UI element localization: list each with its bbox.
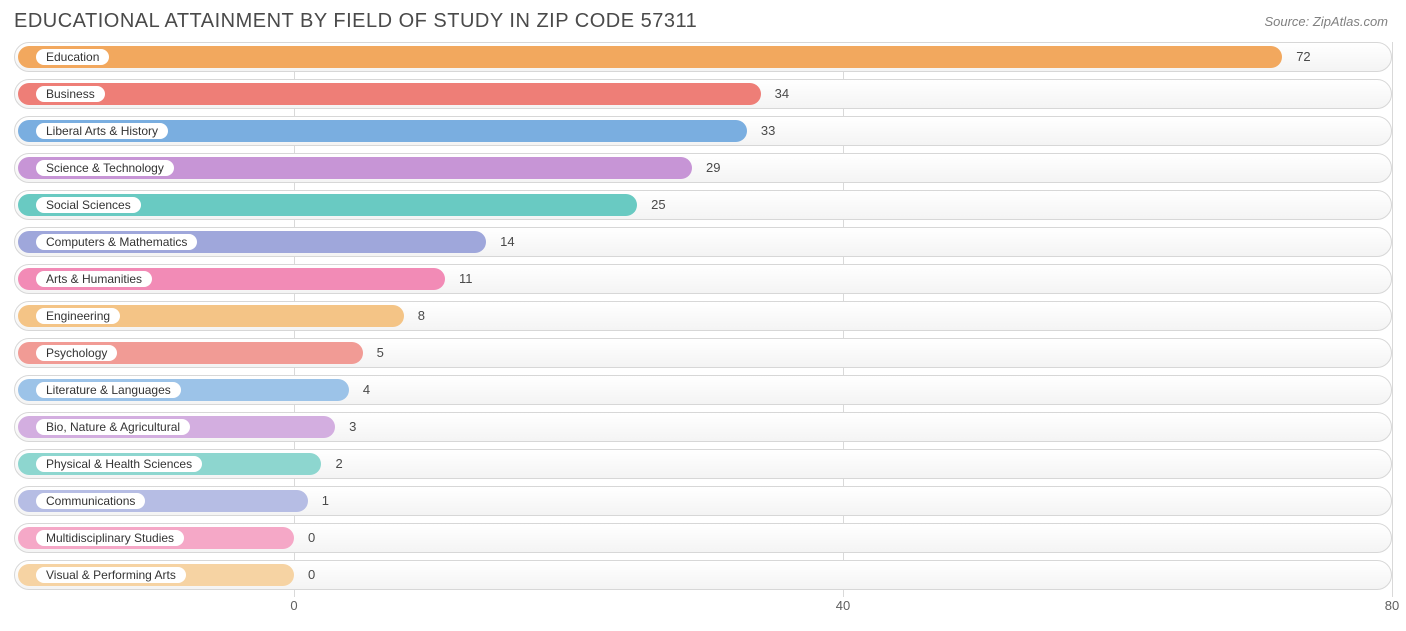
- bar-row: Multidisciplinary Studies 0: [14, 523, 1392, 553]
- bar-row: Liberal Arts & History 33: [14, 116, 1392, 146]
- bar-label: Multidisciplinary Studies: [36, 530, 184, 546]
- bar-label: Physical & Health Sciences: [36, 456, 202, 472]
- bar-fill: [18, 83, 761, 105]
- x-tick-label: 80: [1385, 598, 1399, 613]
- bar-value: 25: [651, 197, 665, 213]
- x-axis: 04080: [14, 598, 1392, 618]
- bar-row: Science & Technology 29: [14, 153, 1392, 183]
- bar-label: Liberal Arts & History: [36, 123, 168, 139]
- bar-value: 72: [1296, 49, 1310, 65]
- bar-value: 0: [308, 567, 315, 583]
- bar-value: 8: [418, 308, 425, 324]
- bar-row: Physical & Health Sciences 2: [14, 449, 1392, 479]
- bar-label: Science & Technology: [36, 160, 174, 176]
- bar-value: 33: [761, 123, 775, 139]
- bar-value: 0: [308, 530, 315, 546]
- bar-label: Arts & Humanities: [36, 271, 152, 287]
- bar-row: Social Sciences 25: [14, 190, 1392, 220]
- bar-value: 2: [335, 456, 342, 472]
- chart-title: EDUCATIONAL ATTAINMENT BY FIELD OF STUDY…: [14, 10, 697, 33]
- bar-label: Engineering: [36, 308, 120, 324]
- chart-container: EDUCATIONAL ATTAINMENT BY FIELD OF STUDY…: [0, 0, 1406, 631]
- bar-row: Visual & Performing Arts 0: [14, 560, 1392, 590]
- bar-row: Engineering 8: [14, 301, 1392, 331]
- bar-value: 11: [459, 271, 473, 287]
- bar-label: Communications: [36, 493, 145, 509]
- bar-label: Literature & Languages: [36, 382, 181, 398]
- bar-label: Business: [36, 86, 105, 102]
- bar-value: 1: [322, 493, 329, 509]
- bar-label: Social Sciences: [36, 197, 141, 213]
- x-tick-label: 40: [836, 598, 850, 613]
- bar-value: 34: [775, 86, 789, 102]
- bar-label: Education: [36, 49, 109, 65]
- plot-area: Education72Business34Liberal Arts & Hist…: [14, 42, 1392, 597]
- bar-value: 29: [706, 160, 720, 176]
- bar-value: 5: [377, 345, 384, 361]
- bar-label: Psychology: [36, 345, 117, 361]
- bar-label: Visual & Performing Arts: [36, 567, 186, 583]
- bar-value: 14: [500, 234, 514, 250]
- bar-row: Communications 1: [14, 486, 1392, 516]
- bar-value: 4: [363, 382, 370, 398]
- bar-row: Literature & Languages 4: [14, 375, 1392, 405]
- bar-row: Education 72: [14, 42, 1392, 72]
- bar-row: Bio, Nature & Agricultural 3: [14, 412, 1392, 442]
- bar-row: Business 34: [14, 79, 1392, 109]
- bar-row: Computers & Mathematics 14: [14, 227, 1392, 257]
- bar-row: Psychology 5: [14, 338, 1392, 368]
- bar-fill: [18, 46, 1282, 68]
- x-tick-label: 0: [290, 598, 297, 613]
- gridline: [1392, 42, 1393, 597]
- bar-row: Arts & Humanities 11: [14, 264, 1392, 294]
- bar-value: 3: [349, 419, 356, 435]
- source-attribution: Source: ZipAtlas.com: [1264, 14, 1388, 29]
- bar-label: Bio, Nature & Agricultural: [36, 419, 190, 435]
- bar-label: Computers & Mathematics: [36, 234, 197, 250]
